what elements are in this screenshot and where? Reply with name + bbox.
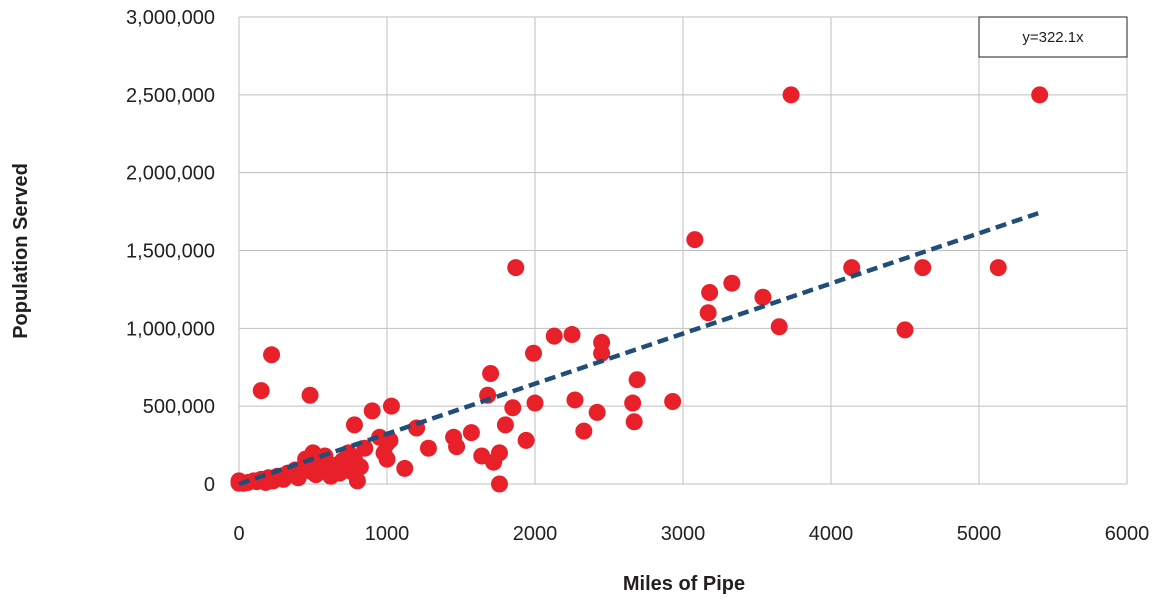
y-tick-label: 1,500,000 — [126, 241, 215, 263]
y-tick-label: 2,500,000 — [126, 85, 215, 107]
data-point — [754, 288, 772, 306]
data-points — [230, 86, 1049, 493]
data-point — [263, 346, 281, 364]
data-point — [490, 475, 508, 493]
data-point — [363, 402, 381, 420]
data-point — [843, 259, 861, 277]
data-point — [566, 391, 584, 409]
data-point — [593, 344, 611, 362]
data-point — [770, 318, 788, 336]
trend-line — [238, 211, 1039, 487]
y-tick-label: 500,000 — [143, 396, 215, 418]
data-point — [896, 321, 914, 339]
x-tick-label: 3000 — [661, 523, 706, 545]
data-point — [517, 431, 535, 449]
data-point — [490, 444, 508, 462]
data-point — [625, 413, 643, 431]
data-point — [378, 450, 396, 468]
data-point — [699, 304, 717, 322]
y-axis-ticks: 0 500,000 1,000,000 1,500,000 2,000,000 2,500… — [126, 7, 215, 496]
data-point — [396, 459, 414, 477]
data-point — [448, 438, 466, 456]
data-point — [723, 274, 741, 292]
data-point — [664, 392, 682, 410]
data-point — [1031, 86, 1049, 104]
data-point — [351, 458, 369, 476]
data-point — [701, 284, 719, 302]
data-point — [588, 403, 606, 421]
x-axis-title: Miles of Pipe — [623, 573, 745, 595]
data-point — [252, 382, 270, 400]
data-point — [482, 364, 500, 382]
data-point — [563, 326, 581, 344]
x-tick-label: 5000 — [957, 523, 1002, 545]
x-tick-label: 2000 — [513, 523, 558, 545]
y-tick-label: 1,000,000 — [126, 318, 215, 340]
y-tick-label: 3,000,000 — [126, 7, 215, 29]
legend-box: y=322.1x — [978, 16, 1128, 58]
data-point — [496, 416, 514, 434]
data-point — [526, 394, 544, 412]
y-tick-label: 2,000,000 — [126, 163, 215, 185]
data-point — [914, 259, 932, 277]
x-tick-label: 4000 — [809, 523, 854, 545]
data-point — [624, 394, 642, 412]
y-tick-label: 0 — [204, 474, 215, 496]
data-point — [989, 259, 1007, 277]
trendline-equation: y=322.1x — [1022, 29, 1084, 46]
data-point — [782, 86, 800, 104]
data-point — [301, 386, 319, 404]
data-point — [525, 344, 543, 362]
data-point — [419, 439, 437, 457]
data-point — [628, 371, 646, 389]
data-point — [575, 422, 593, 440]
data-point — [462, 424, 480, 442]
x-tick-label: 0 — [233, 523, 244, 545]
data-point — [345, 416, 363, 434]
y-axis-title: Population Served — [10, 163, 32, 339]
x-tick-label: 6000 — [1105, 523, 1150, 545]
data-point — [382, 397, 400, 415]
data-point — [686, 231, 704, 249]
data-point — [348, 472, 366, 490]
data-point — [545, 327, 563, 345]
x-axis-ticks: 0 1000 2000 3000 4000 5000 6000 — [233, 523, 1149, 545]
x-tick-label: 1000 — [365, 523, 410, 545]
data-point — [507, 259, 525, 277]
data-point — [504, 399, 522, 417]
